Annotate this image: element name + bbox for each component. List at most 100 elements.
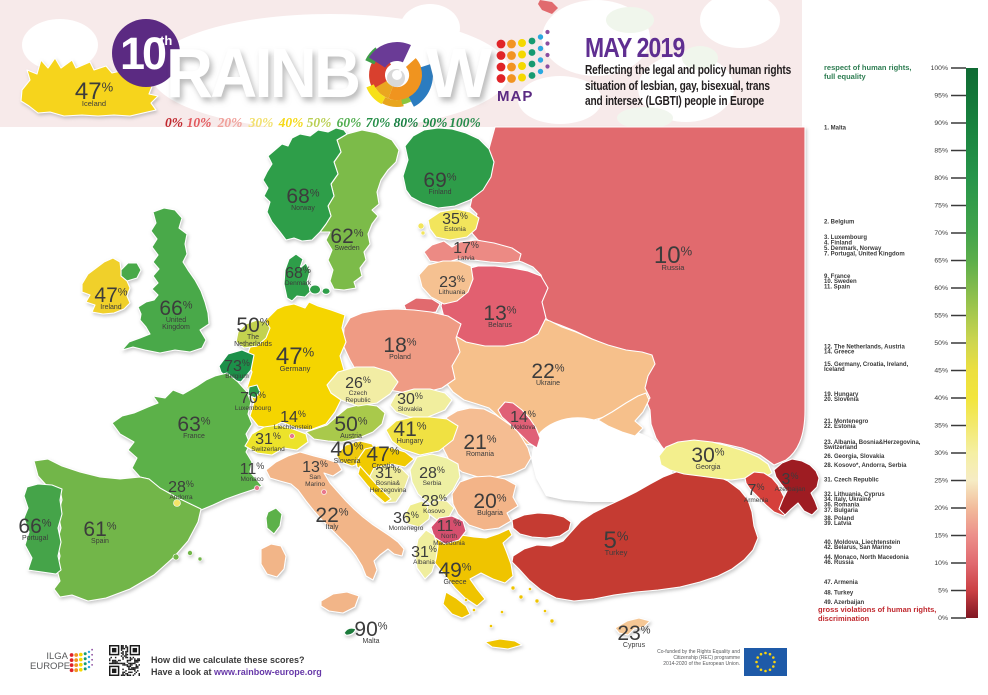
svg-text:3. Luxembourg: 3. Luxembourg [824,235,867,241]
svg-text:30%: 30% [248,115,274,130]
svg-text:Macedonia: Macedonia [433,540,465,547]
svg-text:23. Albania, Bosnia&Herzegovin: 23. Albania, Bosnia&Herzegovina, [824,440,921,446]
svg-text:47%: 47% [75,78,114,105]
svg-text:10%: 10% [934,560,948,567]
svg-text:Switzerland: Switzerland [824,445,858,451]
svg-text:Turkey: Turkey [605,548,628,557]
svg-text:Slovakia: Slovakia [398,406,423,413]
svg-text:Kingdom: Kingdom [162,324,190,331]
svg-text:14. Greece: 14. Greece [824,350,855,356]
svg-text:26. Georgia, Slovakia: 26. Georgia, Slovakia [824,454,885,460]
svg-text:Marino: Marino [305,481,325,488]
svg-text:45%: 45% [934,368,948,375]
svg-text:48. Turkey: 48. Turkey [824,590,854,596]
svg-text:Bulgaria: Bulgaria [477,510,503,517]
svg-text:20%: 20% [934,505,948,512]
svg-text:55%: 55% [934,313,948,320]
svg-text:Malta: Malta [362,638,379,645]
svg-text:Romania: Romania [466,451,494,458]
svg-text:31. Czech Republic: 31. Czech Republic [824,477,879,483]
svg-text:9. France: 9. France [824,274,851,280]
svg-text:5%: 5% [938,588,948,595]
svg-text:Luxembourg: Luxembourg [235,405,272,412]
svg-text:Lithuania: Lithuania [439,289,466,296]
svg-text:1. Malta: 1. Malta [824,126,847,132]
svg-text:Azerbaijan: Azerbaijan [775,486,806,493]
svg-text:20%: 20% [217,115,243,130]
svg-text:49. Azerbaijan: 49. Azerbaijan [824,600,864,606]
svg-text:75%: 75% [934,203,948,210]
svg-text:10%: 10% [187,115,212,130]
svg-text:70%: 70% [934,230,948,237]
svg-text:Netherlands: Netherlands [234,341,272,348]
svg-text:Russia: Russia [662,263,686,272]
svg-text:Finland: Finland [429,189,452,196]
svg-text:12. The Netherlands, Austria: 12. The Netherlands, Austria [824,344,905,350]
svg-text:Belgium: Belgium [225,373,248,380]
svg-text:47. Armenia: 47. Armenia [824,580,858,586]
svg-text:32. Lithuania, Cyprus: 32. Lithuania, Cyprus [824,492,885,498]
svg-text:Sweden: Sweden [334,245,359,252]
svg-text:Cyprus: Cyprus [623,642,646,649]
svg-text:Moldova: Moldova [511,424,536,431]
svg-text:46. Russia: 46. Russia [824,560,854,566]
svg-text:Belarus: Belarus [488,322,512,329]
svg-text:36. Romania: 36. Romania [824,503,860,509]
svg-text:Iceland: Iceland [824,367,845,373]
svg-text:Ireland: Ireland [100,304,122,311]
svg-text:21. Montenegro: 21. Montenegro [824,419,869,425]
svg-text:0%: 0% [938,615,948,622]
svg-text:85%: 85% [934,148,948,155]
svg-text:Republic: Republic [345,397,371,404]
svg-text:Italy: Italy [326,524,339,531]
svg-text:80%: 80% [934,175,948,182]
svg-text:34. Italy, Ukraine: 34. Italy, Ukraine [824,497,872,503]
svg-text:50%: 50% [934,340,948,347]
svg-text:Georgia: Georgia [696,464,721,471]
svg-text:Ukraine: Ukraine [536,380,560,387]
svg-text:Denmark: Denmark [285,280,312,287]
svg-text:60%: 60% [337,115,362,130]
svg-text:The: The [247,334,259,341]
svg-text:Monaco: Monaco [240,476,264,483]
svg-text:Switzerland: Switzerland [251,446,285,453]
svg-text:Albania: Albania [413,559,435,566]
svg-text:Liechtenstein: Liechtenstein [274,424,313,431]
svg-text:5. Denmark, Norway: 5. Denmark, Norway [824,246,882,252]
svg-text:Czech: Czech [349,390,368,397]
svg-text:40%: 40% [934,395,948,402]
svg-text:60%: 60% [934,285,948,292]
svg-text:39. Latvia: 39. Latvia [824,521,852,527]
svg-text:100%: 100% [931,65,948,72]
svg-text:Germany: Germany [280,364,311,373]
svg-text:Austria: Austria [340,433,362,440]
svg-text:38. Poland: 38. Poland [824,516,854,522]
svg-text:Norway: Norway [291,205,315,212]
svg-text:Estonia: Estonia [444,226,466,233]
svg-text:50%: 50% [307,115,332,130]
svg-text:Croatia: Croatia [372,463,395,470]
svg-text:65%: 65% [934,258,948,265]
svg-text:Latvia: Latvia [457,255,475,262]
svg-text:80%: 80% [394,115,419,130]
svg-text:44. Monaco, North Macedonia: 44. Monaco, North Macedonia [824,555,909,561]
svg-text:42. Belarus, San Marino: 42. Belarus, San Marino [824,545,892,551]
svg-text:Kosovo: Kosovo [423,508,445,515]
svg-text:95%: 95% [934,93,948,100]
svg-text:Hungary: Hungary [397,438,424,445]
svg-text:25%: 25% [934,478,948,485]
svg-text:Spain: Spain [91,538,109,545]
svg-text:28. Kosovo*, Andorra, Serbia: 28. Kosovo*, Andorra, Serbia [824,463,907,469]
svg-text:90%: 90% [934,120,948,127]
svg-text:Slovenia: Slovenia [334,458,361,465]
svg-text:19. Hungary: 19. Hungary [824,392,859,398]
svg-text:35%: 35% [934,423,948,430]
svg-text:7. Portugal, United Kingdom: 7. Portugal, United Kingdom [824,251,905,257]
svg-text:22. Estonia: 22. Estonia [824,424,856,430]
svg-text:15%: 15% [934,533,948,540]
svg-text:100%: 100% [449,115,481,130]
svg-text:2. Belgium: 2. Belgium [824,220,854,226]
svg-text:Greece: Greece [444,579,467,586]
svg-text:90%: 90% [423,115,448,130]
svg-text:Serbia: Serbia [423,480,442,487]
